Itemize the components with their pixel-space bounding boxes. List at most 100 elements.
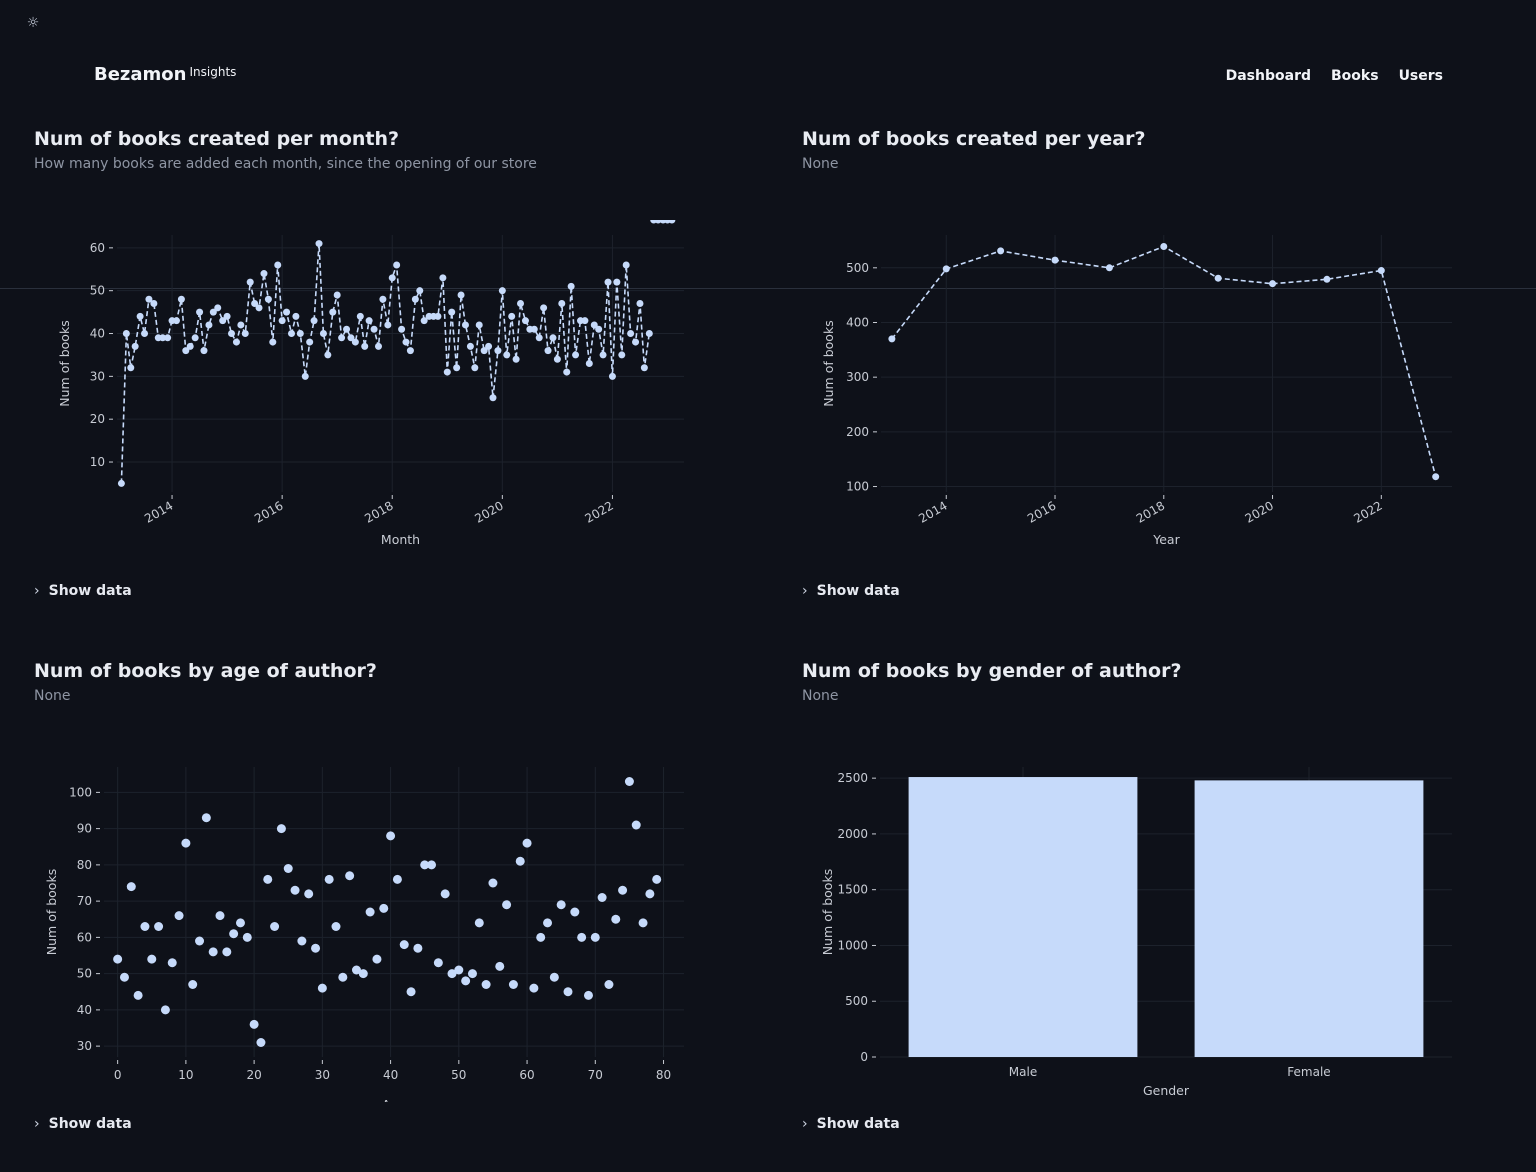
data-point: [453, 364, 461, 372]
data-point: [145, 295, 153, 303]
x-axis-title: Gender: [1143, 1083, 1190, 1098]
data-point: [264, 295, 272, 303]
data-point: [188, 980, 198, 989]
data-point: [338, 972, 348, 982]
data-point: [997, 247, 1005, 255]
y-tick-label: 1000: [837, 938, 868, 952]
data-point: [126, 882, 136, 892]
data-point: [167, 958, 177, 968]
panel-title: Num of books by gender of author?: [802, 660, 1182, 682]
x-tick-label: 2018: [362, 498, 395, 525]
data-point: [191, 334, 199, 342]
data-point: [595, 325, 603, 333]
data-point: [543, 918, 553, 928]
data-point: [365, 907, 375, 917]
chart-books-per-month[interactable]: 10 20 30 40 50 60 2014 2016 2018 2020 2022 Month Num…: [0, 220, 740, 560]
x-tick-label: 10: [178, 1068, 193, 1082]
data-point: [604, 980, 614, 989]
data-point: [572, 351, 580, 359]
data-point: [276, 824, 286, 834]
data-point: [577, 932, 587, 942]
x-tick-label: 0: [114, 1068, 122, 1082]
data-point: [447, 969, 457, 979]
nav-books[interactable]: Books: [1331, 68, 1379, 84]
data-point: [480, 347, 488, 355]
data-point: [141, 330, 149, 338]
y-tick-label: 100: [846, 480, 869, 494]
show-data-toggle[interactable]: › Show data: [34, 583, 132, 599]
data-point: [306, 338, 314, 346]
data-point: [208, 947, 218, 957]
data-point: [301, 372, 309, 380]
y-tick-label: 40: [77, 1003, 92, 1017]
data-point: [439, 274, 447, 282]
data-point: [512, 355, 520, 363]
data-point: [443, 368, 451, 376]
panel-books-by-gender: Num of books by gender of author? None: [802, 660, 1502, 704]
nav-dashboard[interactable]: Dashboard: [1225, 68, 1311, 84]
show-data-label: Show data: [816, 583, 900, 599]
data-point: [434, 312, 442, 320]
data-point: [585, 360, 593, 367]
y-axis-title: Num of books: [820, 869, 835, 955]
data-point: [361, 342, 369, 350]
data-point: [237, 321, 245, 329]
data-point: [331, 922, 341, 931]
y-axis-title: Num of books: [44, 869, 59, 955]
x-tick-label: 50: [451, 1068, 466, 1082]
y-tick-label: 30: [77, 1039, 92, 1053]
show-data-toggle[interactable]: › Show data: [802, 583, 900, 599]
data-point: [556, 900, 566, 910]
data-point: [345, 871, 355, 881]
data-point: [379, 903, 389, 913]
show-data-toggle[interactable]: › Show data: [34, 1116, 132, 1132]
brand-name: Bezamon: [94, 64, 187, 85]
x-tick-label: 2022: [582, 498, 615, 525]
data-point: [632, 338, 640, 346]
data-point: [374, 342, 382, 350]
panel-subtitle: None: [802, 688, 839, 704]
data-point: [583, 990, 593, 1000]
data-point: [457, 291, 465, 299]
data-point: [159, 334, 167, 342]
data-point: [413, 943, 423, 953]
x-axis-title: Month: [381, 532, 420, 547]
data-point: [311, 943, 321, 953]
data-point: [420, 317, 428, 325]
data-point: [310, 317, 318, 325]
data-point: [365, 317, 373, 325]
bar-female: [1194, 780, 1424, 1057]
nav-users[interactable]: Users: [1398, 68, 1443, 84]
brand-logo[interactable]: Bezamon Insights: [94, 64, 236, 85]
y-tick-label: 40: [90, 327, 105, 341]
data-point: [618, 885, 628, 895]
data-point: [521, 317, 529, 325]
data-point: [136, 312, 144, 320]
data-point: [315, 240, 323, 248]
data-point: [386, 831, 396, 841]
sun-icon[interactable]: ☼: [26, 15, 40, 31]
chart-books-by-age[interactable]: 30 40 50 60 70 80 90 100 0 10 20 30 40 50 60 70 80 Age Num…: [0, 752, 740, 1102]
data-point: [420, 860, 430, 870]
chart-books-by-gender[interactable]: 0 500 1000 1500 2000 2500 Male Female Gender Num …: [768, 752, 1508, 1102]
show-data-toggle[interactable]: › Show data: [802, 1116, 900, 1132]
panel-title: Num of books by age of author?: [34, 660, 377, 682]
data-point: [622, 261, 630, 269]
data-point: [324, 874, 334, 884]
show-data-label: Show data: [816, 1116, 900, 1132]
data-point: [399, 940, 409, 950]
data-point: [235, 918, 245, 928]
data-point: [489, 394, 497, 402]
chart-books-per-year[interactable]: 100 200 300 400 500 2014 2016 2018 2020 2022 Year N…: [768, 220, 1508, 560]
data-point: [319, 330, 327, 338]
data-point: [627, 330, 635, 338]
data-point: [411, 295, 419, 303]
data-point: [553, 355, 561, 363]
data-point: [1160, 242, 1168, 250]
data-point: [290, 885, 300, 895]
data-point: [333, 291, 341, 299]
data-point: [263, 874, 273, 884]
data-point: [379, 295, 387, 303]
chevron-right-icon: ›: [802, 583, 808, 599]
data-point: [356, 312, 364, 320]
